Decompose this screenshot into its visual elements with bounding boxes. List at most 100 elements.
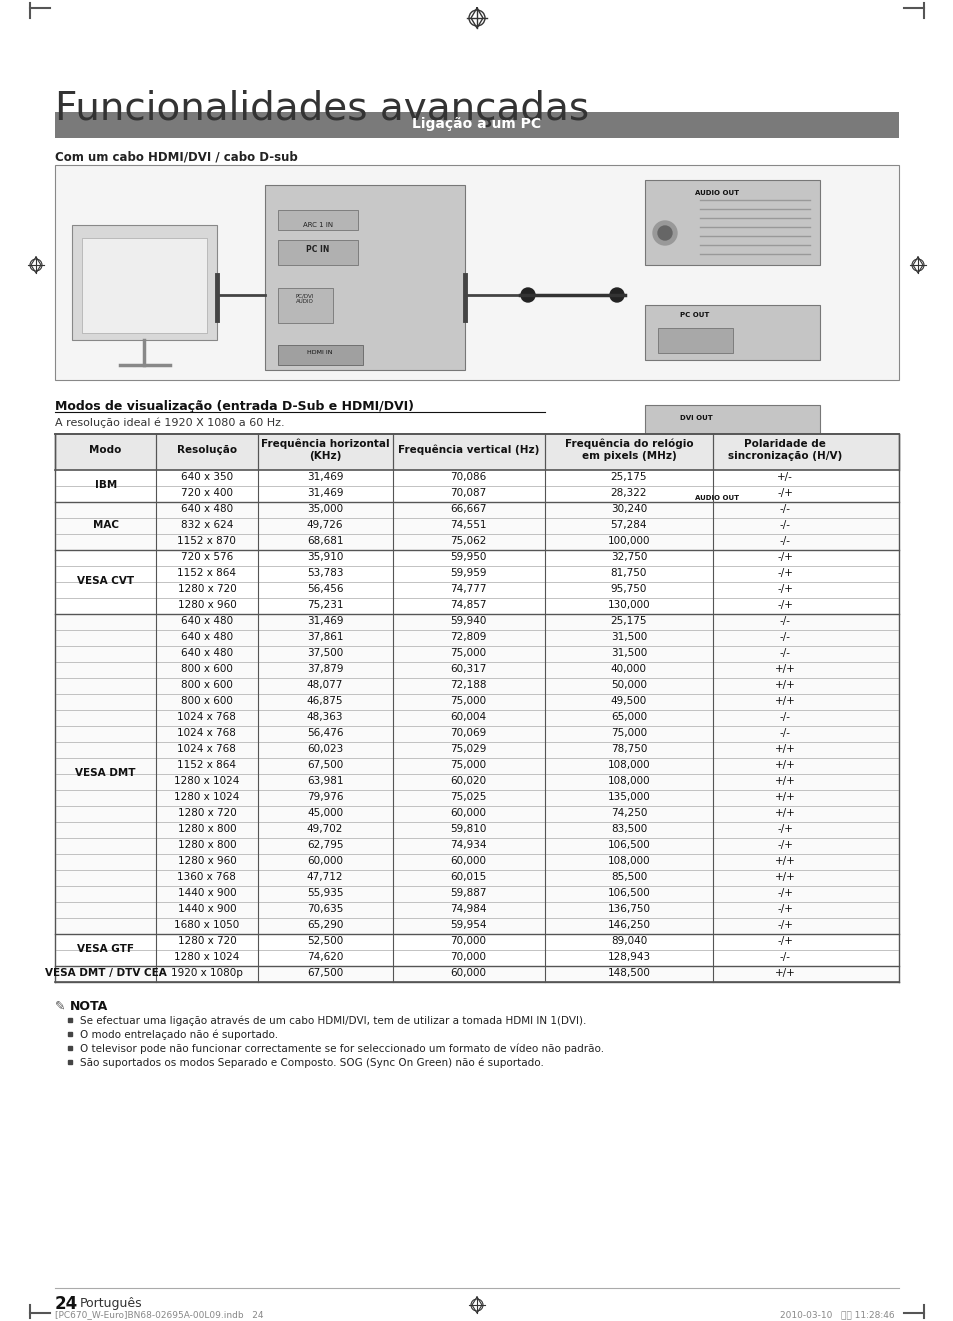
- Text: 1152 x 864: 1152 x 864: [177, 568, 236, 579]
- Text: 148,500: 148,500: [607, 968, 650, 978]
- Text: 46,875: 46,875: [307, 696, 343, 705]
- Text: Polaridade de
sincronização (H/V): Polaridade de sincronização (H/V): [727, 439, 841, 461]
- Text: 100,000: 100,000: [607, 536, 650, 546]
- FancyBboxPatch shape: [55, 502, 898, 550]
- Text: 37,500: 37,500: [307, 649, 343, 658]
- Text: 83,500: 83,500: [610, 824, 646, 834]
- Text: +/+: +/+: [774, 793, 795, 802]
- Text: -/+: -/+: [777, 600, 792, 610]
- Text: 75,062: 75,062: [450, 536, 486, 546]
- Text: 32,750: 32,750: [610, 552, 646, 561]
- Text: 800 x 600: 800 x 600: [181, 680, 233, 690]
- Text: 47,712: 47,712: [307, 872, 343, 882]
- Text: 52,500: 52,500: [307, 937, 343, 946]
- Text: 128,943: 128,943: [607, 952, 650, 962]
- Text: [PC670_W-Euro]BN68-02695A-00L09.indb   24: [PC670_W-Euro]BN68-02695A-00L09.indb 24: [55, 1310, 263, 1318]
- Text: 135,000: 135,000: [607, 793, 650, 802]
- Text: 75,000: 75,000: [450, 649, 486, 658]
- Text: 53,783: 53,783: [307, 568, 343, 579]
- Text: 31,500: 31,500: [610, 649, 646, 658]
- FancyBboxPatch shape: [55, 165, 898, 380]
- Circle shape: [520, 288, 535, 303]
- Text: 1280 x 720: 1280 x 720: [177, 937, 236, 946]
- Text: AUDIO OUT: AUDIO OUT: [695, 190, 739, 196]
- Text: 25,175: 25,175: [610, 616, 646, 626]
- Text: Português: Português: [80, 1297, 143, 1310]
- Circle shape: [652, 221, 677, 244]
- Text: 60,023: 60,023: [307, 744, 343, 754]
- FancyBboxPatch shape: [55, 112, 898, 137]
- Text: 75,000: 75,000: [610, 728, 646, 738]
- Text: 136,750: 136,750: [607, 904, 650, 914]
- Text: 48,077: 48,077: [307, 680, 343, 690]
- Text: HDMI IN: HDMI IN: [307, 350, 333, 355]
- Text: 48,363: 48,363: [307, 712, 343, 723]
- Text: 1280 x 960: 1280 x 960: [177, 600, 236, 610]
- Text: 78,750: 78,750: [610, 744, 646, 754]
- Text: 79,976: 79,976: [307, 793, 343, 802]
- Text: 70,087: 70,087: [450, 487, 486, 498]
- Text: 108,000: 108,000: [607, 775, 650, 786]
- Text: 1440 x 900: 1440 x 900: [177, 904, 236, 914]
- Text: 70,635: 70,635: [307, 904, 343, 914]
- Text: 65,000: 65,000: [610, 712, 646, 723]
- Text: Funcionalidades avançadas: Funcionalidades avançadas: [55, 90, 589, 128]
- Circle shape: [609, 288, 623, 303]
- Text: Modos de visualização (entrada D-Sub e HDMI/DVI): Modos de visualização (entrada D-Sub e H…: [55, 400, 414, 413]
- Text: 1280 x 960: 1280 x 960: [177, 856, 236, 867]
- Text: 67,500: 67,500: [307, 968, 343, 978]
- Text: VESA CVT: VESA CVT: [77, 576, 134, 587]
- Text: 55,935: 55,935: [307, 888, 343, 898]
- Text: -/+: -/+: [777, 568, 792, 579]
- Text: -/-: -/-: [779, 728, 790, 738]
- Text: DVI OUT: DVI OUT: [679, 415, 712, 421]
- Text: 74,857: 74,857: [450, 600, 486, 610]
- Text: Ligação a um PC: Ligação a um PC: [412, 118, 541, 131]
- Text: 75,000: 75,000: [450, 696, 486, 705]
- Text: 106,500: 106,500: [607, 840, 650, 849]
- Text: 60,020: 60,020: [450, 775, 486, 786]
- Text: +/+: +/+: [774, 696, 795, 705]
- FancyBboxPatch shape: [644, 180, 820, 266]
- Text: 1280 x 800: 1280 x 800: [177, 840, 236, 849]
- Text: 31,469: 31,469: [307, 616, 343, 626]
- Text: -/-: -/-: [779, 952, 790, 962]
- Text: 75,029: 75,029: [450, 744, 486, 754]
- Text: O modo entrelaçado não é suportado.: O modo entrelaçado não é suportado.: [80, 1030, 278, 1041]
- Text: 24: 24: [55, 1295, 78, 1313]
- Text: -/+: -/+: [777, 824, 792, 834]
- Text: +/+: +/+: [774, 664, 795, 674]
- Text: 65,290: 65,290: [307, 919, 343, 930]
- Text: O televisor pode não funcionar correctamente se for seleccionado um formato de v: O televisor pode não funcionar correctam…: [80, 1044, 603, 1054]
- Text: 74,620: 74,620: [307, 952, 343, 962]
- Text: 640 x 480: 640 x 480: [181, 649, 233, 658]
- Text: 25,175: 25,175: [610, 472, 646, 482]
- Text: 1280 x 1024: 1280 x 1024: [174, 793, 239, 802]
- Text: 30,240: 30,240: [610, 505, 646, 514]
- Text: 60,000: 60,000: [450, 968, 486, 978]
- Text: 89,040: 89,040: [610, 937, 646, 946]
- Text: -/+: -/+: [777, 919, 792, 930]
- Text: 1280 x 800: 1280 x 800: [177, 824, 236, 834]
- Text: 49,500: 49,500: [610, 696, 646, 705]
- Text: NOTA: NOTA: [70, 1000, 108, 1013]
- Text: 37,861: 37,861: [307, 631, 343, 642]
- Text: 74,777: 74,777: [450, 584, 486, 594]
- Text: +/-: +/-: [777, 472, 792, 482]
- Text: 1920 x 1080p: 1920 x 1080p: [171, 968, 243, 978]
- Text: 60,000: 60,000: [450, 808, 486, 818]
- Text: +/+: +/+: [774, 760, 795, 770]
- Text: 40,000: 40,000: [610, 664, 646, 674]
- Text: +/+: +/+: [774, 856, 795, 867]
- Text: AUDIO OUT: AUDIO OUT: [695, 495, 739, 501]
- FancyBboxPatch shape: [55, 966, 898, 982]
- Text: 74,551: 74,551: [450, 520, 486, 530]
- Text: Frequência do relógio
em pixels (MHz): Frequência do relógio em pixels (MHz): [564, 439, 693, 461]
- Text: 45,000: 45,000: [307, 808, 343, 818]
- Text: 75,025: 75,025: [450, 793, 486, 802]
- FancyBboxPatch shape: [277, 288, 333, 324]
- Text: -/+: -/+: [777, 888, 792, 898]
- Text: 1680 x 1050: 1680 x 1050: [174, 919, 239, 930]
- Text: 1024 x 768: 1024 x 768: [177, 744, 236, 754]
- Text: 56,476: 56,476: [307, 728, 343, 738]
